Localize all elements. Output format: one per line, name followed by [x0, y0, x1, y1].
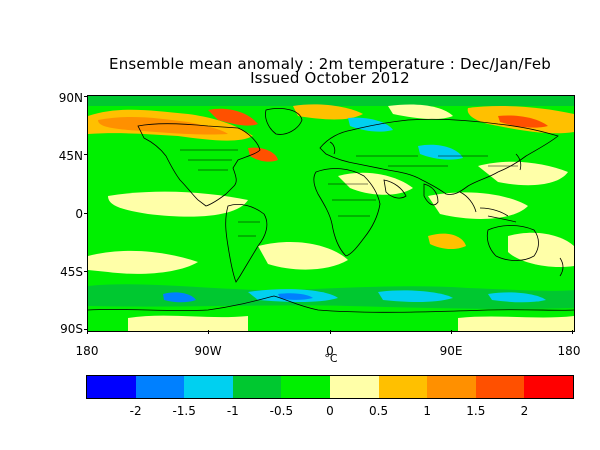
lon-tick	[330, 330, 331, 334]
anomaly-cool-patch	[488, 292, 546, 303]
coast-se-asia	[459, 191, 517, 223]
coast-japan	[515, 153, 522, 171]
country-borders	[180, 149, 518, 237]
colorbar-label: -2	[129, 404, 142, 418]
coast-north-america	[137, 123, 261, 207]
colorbar-cell	[184, 376, 233, 398]
anomaly-warm-patch	[338, 172, 413, 195]
lon-tick	[87, 330, 88, 334]
anomaly-cool-patch	[163, 292, 196, 303]
colorbar-cell	[329, 376, 379, 398]
coast-africa	[313, 168, 381, 257]
anomaly-warm-patch	[208, 108, 258, 126]
anomaly-warm-patch	[108, 191, 248, 217]
lon-label-90e: 90E	[439, 344, 463, 358]
anomaly-warm-patch	[248, 147, 278, 162]
coast-south-america	[225, 204, 268, 283]
colorbar-cell	[524, 376, 573, 398]
lat-tick	[84, 329, 88, 330]
coast-antarctica	[88, 295, 574, 313]
colorbar	[86, 375, 574, 399]
anomaly-warm-patch	[258, 241, 348, 270]
anomaly-warm-patch	[128, 315, 248, 331]
lon-tick	[572, 330, 573, 334]
colorbar-cell	[475, 376, 525, 398]
lat-label-eq: 0	[75, 207, 83, 221]
anomaly-map-canvas	[88, 96, 574, 331]
anomaly-map	[87, 95, 575, 332]
colorbar-cell	[281, 376, 330, 398]
colorbar-cell	[135, 376, 185, 398]
coast-eurasia	[319, 118, 559, 195]
anomaly-arctic-band	[88, 96, 574, 106]
lon-tick	[208, 330, 209, 334]
border-lines	[180, 149, 518, 237]
lon-label-0: 0	[326, 344, 334, 358]
lon-label-180e: 180	[557, 344, 581, 358]
colorbar-label: 1	[423, 404, 431, 418]
lat-tick	[84, 96, 88, 97]
colorbar-label: -1	[226, 404, 239, 418]
lon-label-90w: 90W	[194, 344, 222, 358]
coast-uk	[329, 141, 336, 155]
coast-greenland	[265, 108, 303, 135]
colorbar-cell	[87, 376, 136, 398]
lat-label-90s: 90S	[60, 322, 83, 336]
coast-australia	[486, 225, 539, 261]
map-subtitle: Issued October 2012	[250, 69, 410, 87]
anomaly-warm-patch	[98, 116, 228, 135]
colorbar-cell	[427, 376, 476, 398]
lon-label-180w: 180	[75, 344, 99, 358]
coastlines	[88, 108, 574, 313]
anomaly-warm-patch	[88, 250, 198, 274]
anomaly-warm-patch	[428, 192, 528, 219]
anomaly-warm-patch	[498, 115, 548, 128]
colorbar-label: 1.5	[466, 404, 486, 418]
colorbar-label: -0.5	[269, 404, 294, 418]
lat-label-90n: 90N	[58, 91, 83, 105]
lat-tick	[84, 213, 88, 214]
coast-arabia	[383, 179, 407, 199]
anomaly-warm-patch	[293, 104, 363, 120]
colorbar-label: 0.5	[369, 404, 389, 418]
anomaly-warm-patch	[458, 316, 574, 331]
lat-label-45s: 45S	[60, 265, 83, 279]
colorbar-label: -1.5	[172, 404, 196, 418]
anomaly-warm-patch	[478, 161, 568, 186]
lat-tick	[84, 154, 88, 155]
anomaly-cool-patch	[278, 293, 313, 300]
unit-label: °C	[324, 352, 338, 365]
anomaly-warm-patch	[428, 233, 466, 250]
anomaly-warm-patch	[508, 232, 574, 268]
lat-label-45n: 45N	[58, 149, 83, 163]
coast-new-zealand	[559, 257, 564, 277]
colorbar-label: 0	[326, 404, 334, 418]
lat-tick	[84, 271, 88, 272]
colorbar-cell	[232, 376, 282, 398]
map-title: Ensemble mean anomaly : 2m temperature :…	[109, 55, 551, 73]
colorbar-cell	[378, 376, 428, 398]
colorbar-label: 2	[520, 404, 529, 418]
lon-tick	[451, 330, 452, 334]
anomaly-warm-patch	[388, 104, 453, 120]
coast-india	[423, 183, 439, 206]
anomaly-cool-patch	[378, 290, 453, 302]
